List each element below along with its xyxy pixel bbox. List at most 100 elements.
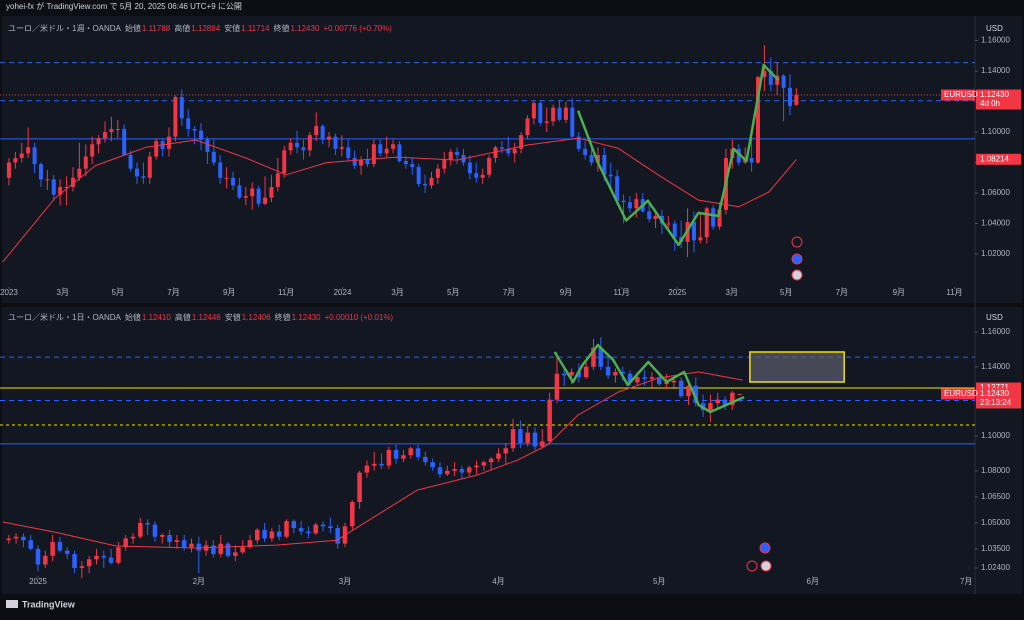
candle-body xyxy=(225,543,231,556)
candle-body xyxy=(737,393,742,395)
candle-body xyxy=(531,103,536,119)
candle-body xyxy=(561,373,567,376)
candle-body xyxy=(442,159,447,169)
candle-body xyxy=(333,136,338,149)
candle-body xyxy=(154,141,159,157)
candle-body xyxy=(314,125,319,136)
candle-body xyxy=(306,531,311,534)
candle-body xyxy=(233,552,238,556)
candle-body xyxy=(615,176,620,201)
candle-body xyxy=(435,168,440,178)
candle-body xyxy=(364,465,370,473)
candle-body xyxy=(691,222,696,241)
candle-body xyxy=(708,403,713,411)
candle-body xyxy=(301,147,306,151)
candle-body xyxy=(186,118,191,130)
price-countdown: 23:13:24 xyxy=(980,398,1012,407)
candle-body xyxy=(179,96,184,119)
x-tick-label: 3月 xyxy=(726,288,738,297)
candle-body xyxy=(493,147,498,158)
candle-body xyxy=(672,223,677,238)
legend-field-value: 1.12884 xyxy=(191,24,221,33)
candle-body xyxy=(649,377,655,379)
symbol-label: EURUSD xyxy=(944,389,978,398)
candle-body xyxy=(122,129,127,155)
publish-note: yohei-fx が TradingView.com で 5月 20, 2025… xyxy=(6,1,242,11)
x-tick-label: 9月 xyxy=(560,288,572,297)
candle-body xyxy=(263,197,268,204)
candle-body xyxy=(452,469,457,471)
candle-body xyxy=(540,441,545,447)
x-tick-label: 5月 xyxy=(780,288,792,297)
candle-body xyxy=(218,543,223,555)
candle-body xyxy=(642,377,647,379)
candle-body xyxy=(403,161,408,165)
candle-body xyxy=(339,147,344,149)
candle-body xyxy=(21,536,26,541)
candle-body xyxy=(693,385,699,404)
candle-body xyxy=(13,157,18,163)
candle-body xyxy=(510,429,516,449)
candle-body xyxy=(518,429,523,444)
candle-body xyxy=(128,154,133,169)
candle-body xyxy=(288,142,293,151)
candle-body xyxy=(335,528,340,544)
candle-body xyxy=(291,521,297,529)
candle-body xyxy=(159,535,165,537)
y-tick-label: 1.04000 xyxy=(981,219,1010,228)
candle-body xyxy=(313,524,319,534)
candle-body xyxy=(196,543,202,551)
x-tick-label: 9月 xyxy=(223,288,235,297)
candle-body xyxy=(715,399,720,404)
candle-body xyxy=(488,458,494,463)
x-tick-label: 6月 xyxy=(807,577,819,586)
candle-body xyxy=(141,176,146,178)
legend-symbol: ユーロ／米ドル・1週・OANDA xyxy=(8,24,121,33)
candle-body xyxy=(401,455,406,459)
candle-body xyxy=(627,373,633,383)
x-tick-label: 7月 xyxy=(960,577,972,586)
y-tick-label: 1.03500 xyxy=(981,544,1010,553)
candle-body xyxy=(563,107,568,120)
candle-body xyxy=(704,208,709,238)
candle-body xyxy=(557,107,562,120)
candle-body xyxy=(115,129,120,131)
candle-body xyxy=(240,547,245,553)
x-tick-label: 7月 xyxy=(503,288,515,297)
candle-body xyxy=(544,121,549,123)
candle-body xyxy=(86,559,92,567)
candle-body xyxy=(768,71,773,85)
candle-body xyxy=(211,545,216,555)
candle-body xyxy=(605,366,611,376)
candle-body xyxy=(467,162,472,174)
candle-body xyxy=(437,467,443,475)
candle-body xyxy=(205,139,210,152)
candle-body xyxy=(167,136,171,149)
candle-body xyxy=(19,153,24,158)
y-tick-label: 1.14000 xyxy=(981,66,1010,75)
candle-body xyxy=(83,156,88,169)
legend-field-value: 1.12430 xyxy=(290,24,320,33)
candle-body xyxy=(474,173,479,178)
candle-body xyxy=(58,186,63,195)
candle-body xyxy=(755,77,760,163)
candle-body xyxy=(466,467,472,473)
candle-body xyxy=(635,377,640,383)
x-tick-label: 11月 xyxy=(946,288,962,297)
candle-body xyxy=(730,392,735,405)
candle-body xyxy=(276,531,282,537)
candle-body xyxy=(284,521,289,537)
candle-body xyxy=(51,179,56,195)
candle-body xyxy=(282,150,287,174)
candle-body xyxy=(189,543,194,548)
currency: USD xyxy=(986,313,1003,322)
candle-body xyxy=(243,196,248,198)
candle-body xyxy=(397,144,402,162)
candle-body xyxy=(595,154,600,163)
candle-body xyxy=(72,554,77,568)
candle-body xyxy=(416,167,421,184)
x-tick-label: 2024 xyxy=(334,288,352,297)
candle-body xyxy=(269,186,274,198)
candle-body xyxy=(135,168,139,177)
